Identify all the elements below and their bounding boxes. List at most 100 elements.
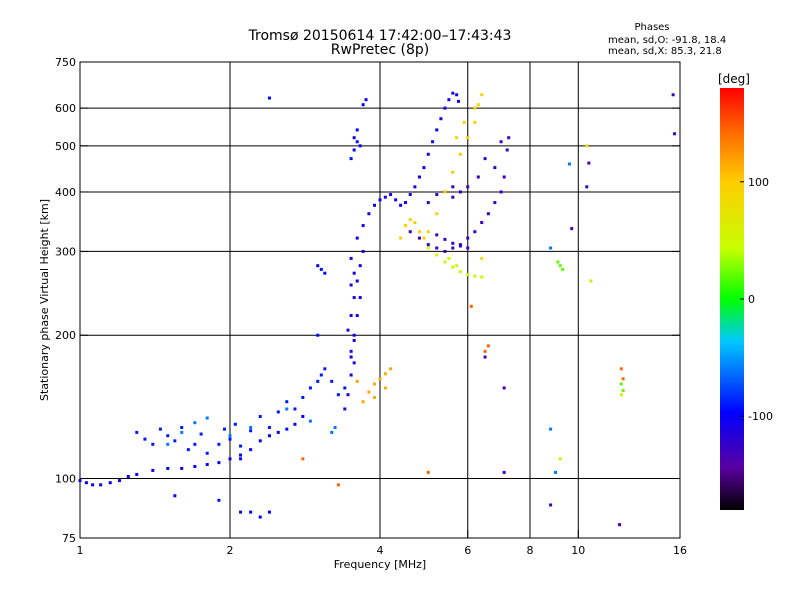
data-point [361, 400, 365, 404]
data-point [435, 212, 439, 216]
data-point [426, 230, 430, 234]
data-point [493, 166, 497, 170]
data-point [549, 246, 553, 250]
colorbar-tick-label: -100 [748, 410, 773, 423]
data-point [443, 237, 447, 241]
data-point [383, 386, 387, 390]
data-point [556, 260, 560, 264]
data-point [443, 190, 447, 194]
data-point [352, 338, 356, 342]
data-point [466, 246, 470, 250]
data-point [186, 448, 190, 452]
data-point [349, 283, 353, 287]
colorbar-ticks: 100 0 -100 [740, 176, 773, 423]
data-point [258, 414, 262, 418]
x-tick-label: 6 [464, 544, 471, 557]
data-point [451, 241, 455, 245]
data-point [158, 427, 162, 431]
data-point [358, 144, 362, 148]
data-point [585, 185, 589, 189]
data-point [316, 333, 320, 337]
data-point [483, 355, 487, 359]
data-point [466, 136, 470, 140]
data-point [316, 264, 320, 268]
data-point [135, 472, 139, 476]
data-point [355, 379, 359, 383]
data-point [383, 372, 387, 376]
data-point [316, 379, 320, 383]
data-point [166, 466, 170, 470]
data-point [483, 349, 487, 353]
x-axis-ticks: 1 2 4 6 8 10 16 [77, 530, 687, 557]
colorbar-tick-label: 100 [748, 176, 769, 189]
data-point [466, 185, 470, 189]
x-axis-label: Frequency [MHz] [334, 558, 426, 571]
data-point [505, 148, 509, 152]
data-point [473, 120, 477, 124]
y-tick-label: 500 [55, 140, 76, 153]
x-tick-label: 10 [571, 544, 585, 557]
data-point [458, 190, 462, 194]
data-point [383, 195, 387, 199]
stats-heading: Phases [634, 22, 669, 33]
data-point [451, 170, 455, 174]
data-point [589, 279, 593, 283]
y-axis-label: Stationary phase Virtual Height [km] [38, 199, 51, 401]
data-point [549, 503, 553, 507]
data-point [422, 236, 426, 240]
y-tick-label: 200 [55, 329, 76, 342]
data-point [166, 434, 170, 438]
data-point [389, 367, 393, 371]
data-point [408, 193, 412, 197]
data-point [361, 224, 365, 228]
data-point [180, 430, 184, 434]
data-point [417, 236, 421, 240]
data-point [462, 120, 466, 124]
colorbar-label: [deg] [718, 72, 750, 86]
data-point [258, 439, 262, 443]
data-point [330, 379, 334, 383]
data-point [413, 221, 417, 225]
data-point [135, 430, 139, 434]
y-tick-label: 750 [55, 56, 76, 69]
data-point [249, 429, 253, 433]
data-point [618, 523, 622, 527]
data-point [276, 410, 280, 414]
data-point [330, 430, 334, 434]
data-point [480, 275, 484, 279]
x-tick-label: 8 [527, 544, 534, 557]
data-point [217, 442, 221, 446]
data-point [180, 425, 184, 429]
data-point [480, 256, 484, 260]
data-point [126, 474, 130, 478]
data-point [323, 367, 327, 371]
data-point [621, 389, 625, 393]
data-point [443, 106, 447, 110]
data-point [349, 314, 353, 318]
y-tick-label: 300 [55, 245, 76, 258]
y-tick-label: 100 [55, 473, 76, 486]
data-point [466, 236, 470, 240]
data-point [267, 96, 271, 100]
data-point [480, 221, 484, 225]
data-point [173, 494, 177, 498]
data-point [361, 249, 365, 253]
data-point [276, 430, 280, 434]
colorbar-tick-label: 0 [748, 293, 755, 306]
data-point [228, 457, 232, 461]
data-point [426, 201, 430, 205]
data-point [199, 432, 203, 436]
data-point [301, 395, 305, 399]
data-point [367, 390, 371, 394]
data-point [417, 230, 421, 234]
data-point [447, 98, 451, 102]
data-point [193, 421, 197, 425]
stats-line-o: mean, sd,O: -91.8, 18.4 [608, 35, 726, 46]
data-point [258, 515, 262, 519]
data-point [455, 136, 459, 140]
data-point [239, 444, 243, 448]
data-point [308, 386, 312, 390]
data-point [349, 157, 353, 161]
data-point [239, 453, 243, 457]
data-point [443, 249, 447, 253]
